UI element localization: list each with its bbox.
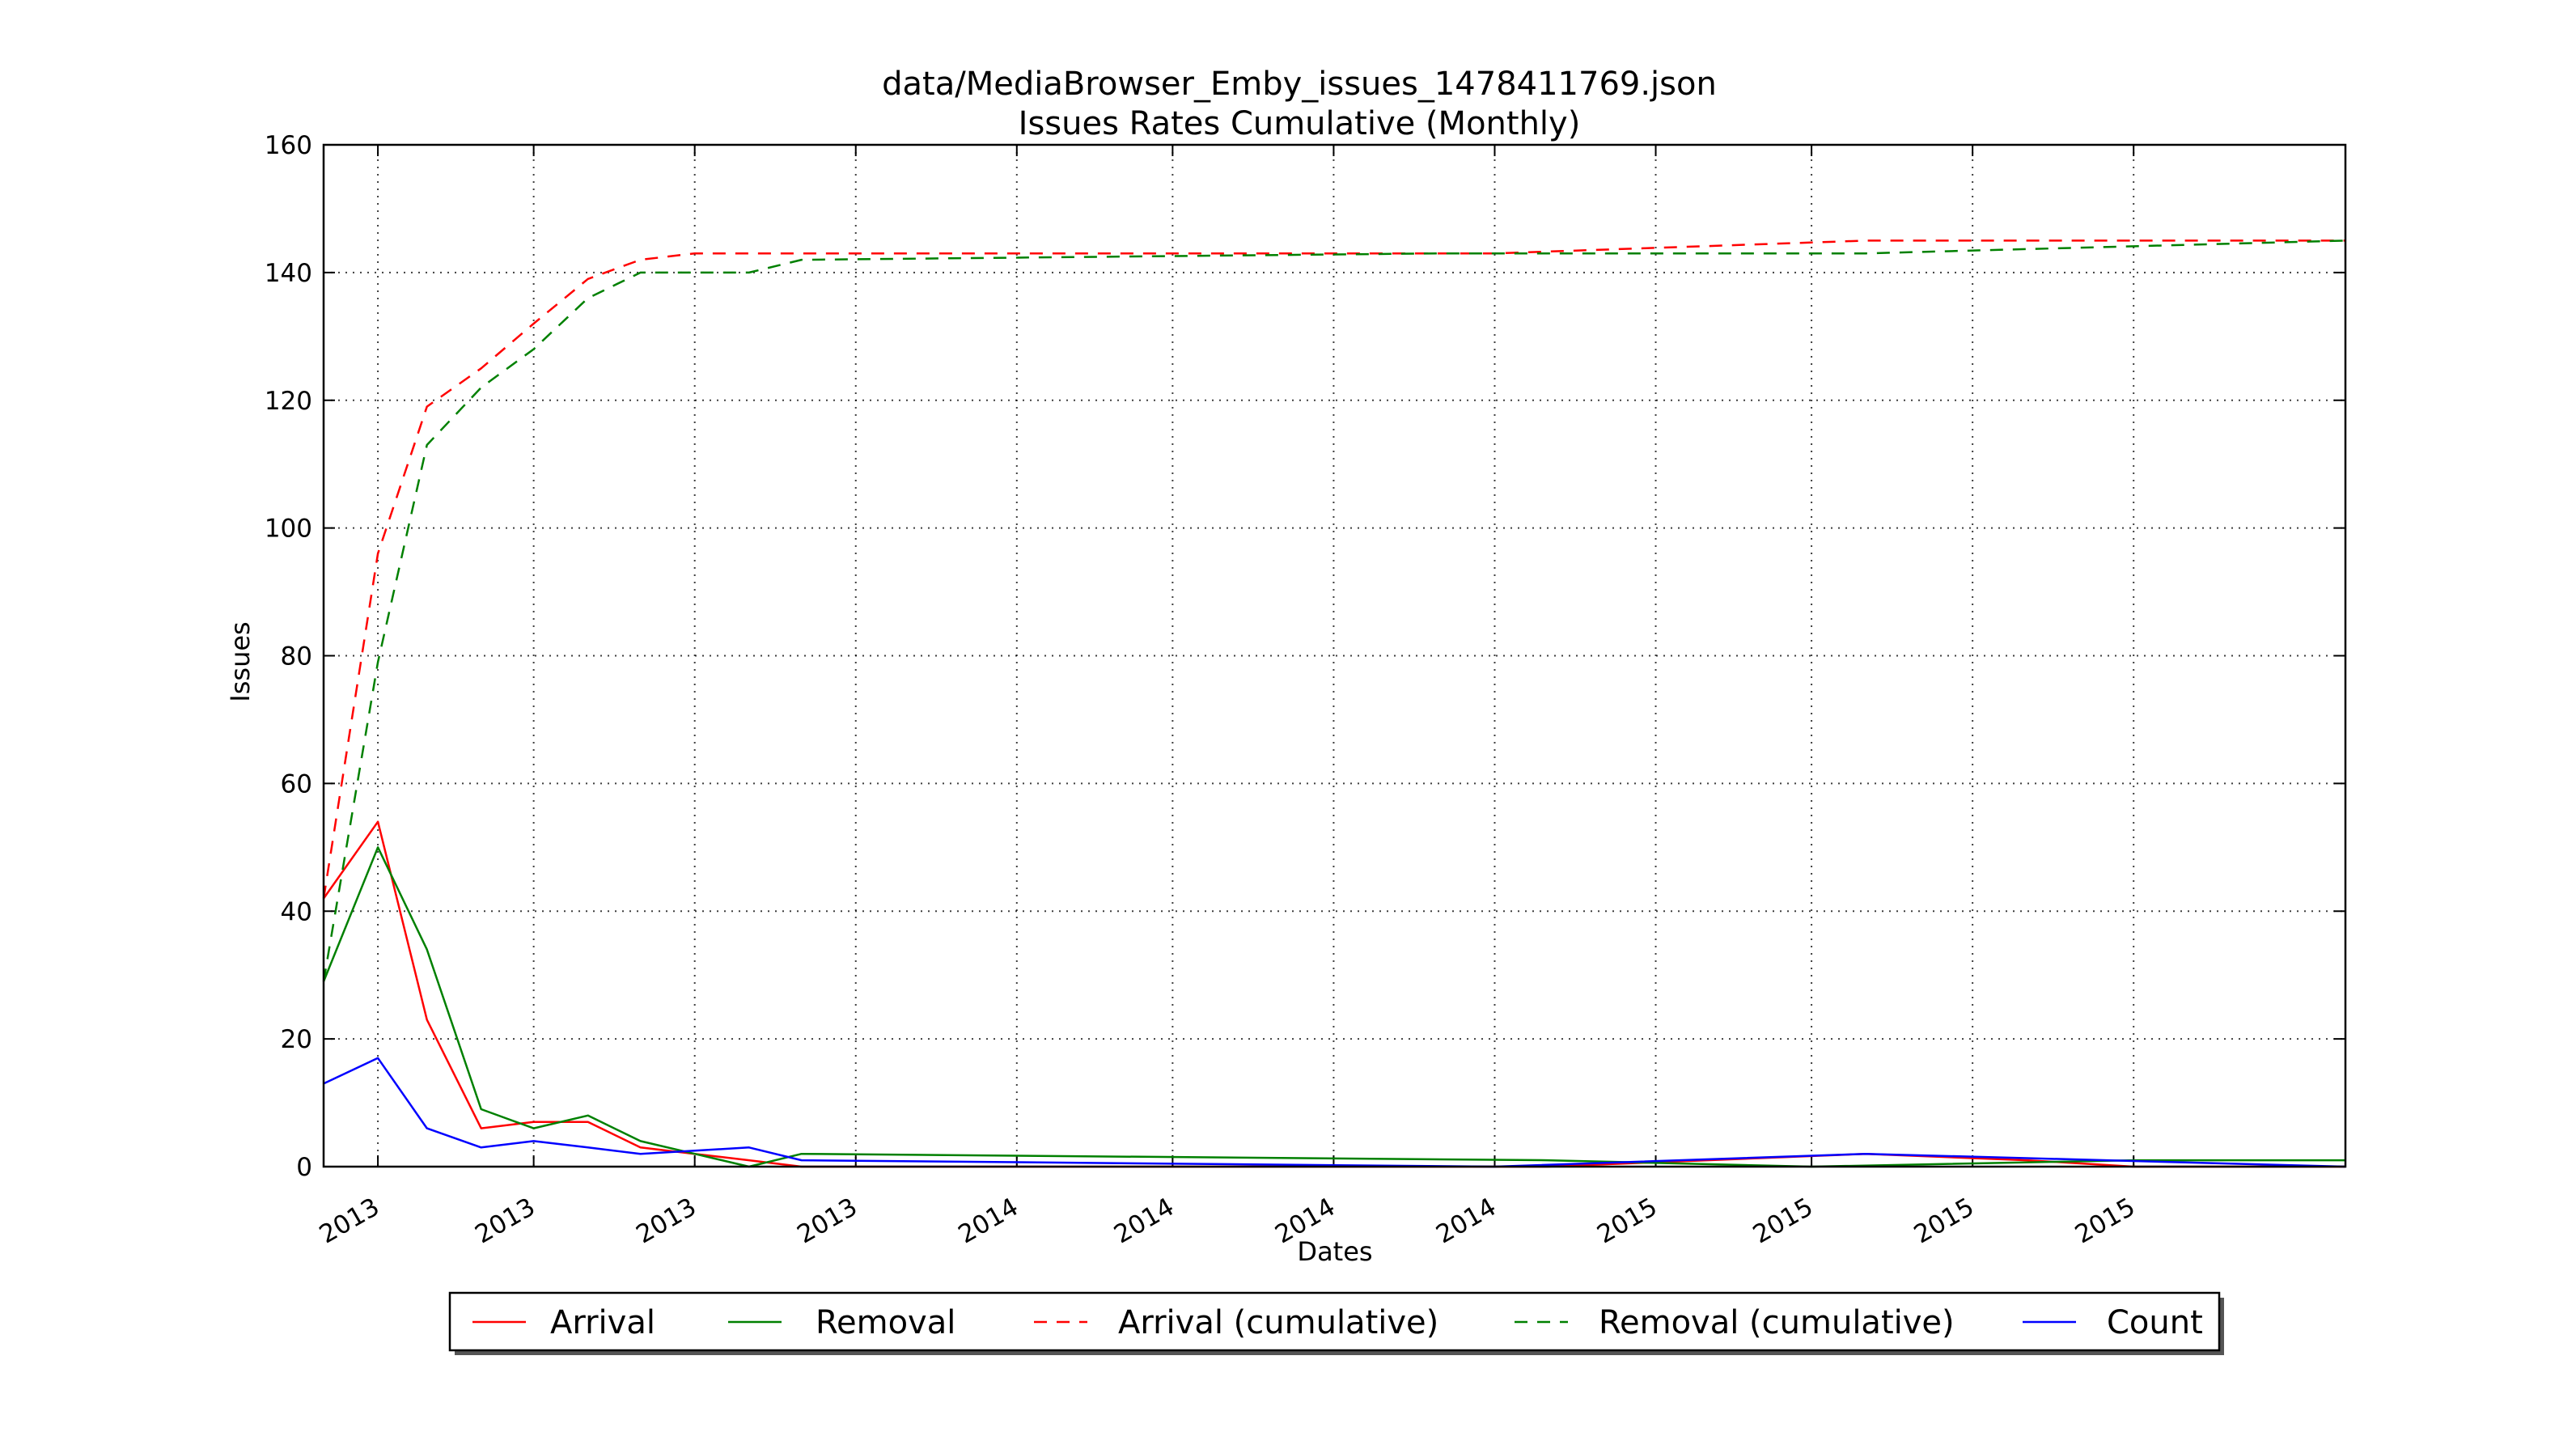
legend-label: Count: [2107, 1304, 2203, 1341]
legend-label: Arrival: [550, 1304, 655, 1341]
legend-label: Removal (cumulative): [1599, 1304, 1955, 1341]
x-tick-label: 2015: [2070, 1193, 2140, 1250]
series-line-arrival: [322, 820, 2345, 1168]
x-tick-label: 2013: [315, 1193, 384, 1250]
x-tick-label: 2015: [1748, 1193, 1818, 1250]
series-line-removal: [322, 846, 2345, 1168]
series-line-removal-cumulative: [322, 239, 2346, 982]
x-axis-label: Dates: [1297, 1236, 1372, 1267]
x-tick-label: 2014: [953, 1193, 1023, 1250]
legend-items: Arrival Removal Arrival (cumulative) Remova…: [472, 1304, 2203, 1341]
y-tick-label: 60: [281, 769, 312, 799]
x-tick-label: 2015: [1909, 1193, 1979, 1250]
x-tick-label: 2015: [1592, 1193, 1662, 1250]
y-tick-label: 120: [265, 387, 312, 416]
x-tick-label: 2014: [1431, 1193, 1501, 1250]
legend-label: Arrival (cumulative): [1118, 1304, 1438, 1341]
chart-title: data/MediaBrowser_Emby_issues_1478411769…: [882, 66, 1717, 103]
y-axis: 0 20 40 60 80 100 120 140 160: [265, 131, 2345, 1182]
y-tick-label: 160: [265, 131, 312, 160]
grid-lines: [324, 145, 2345, 1167]
series-line-count: [323, 1057, 2346, 1168]
x-axis: 2013 2013 2013 2013 2014 2014 2014 2014 2015 2015…: [315, 145, 2140, 1249]
x-tick-label: 2014: [1109, 1193, 1179, 1250]
y-tick-label: 40: [281, 897, 312, 926]
x-tick-label: 2013: [631, 1193, 701, 1250]
plot-frame: [322, 143, 2347, 1168]
x-tick-label: 2013: [470, 1193, 540, 1250]
y-tick-label: 140: [265, 259, 312, 288]
y-tick-label: 20: [281, 1025, 312, 1054]
legend-label: Removal: [816, 1304, 955, 1341]
y-tick-label: 100: [265, 515, 312, 544]
y-tick-label: 0: [296, 1153, 312, 1182]
series-line-arrival-cumulative: [322, 239, 2345, 899]
x-tick-label: 2013: [792, 1193, 862, 1250]
legend: Arrival Removal Arrival (cumulative) Remova…: [448, 1291, 2224, 1355]
plot-series: [322, 239, 2346, 1168]
chart-subtitle: Issues Rates Cumulative (Monthly): [1019, 105, 1581, 142]
y-tick-label: 80: [281, 642, 312, 672]
y-axis-label: Issues: [225, 621, 256, 701]
